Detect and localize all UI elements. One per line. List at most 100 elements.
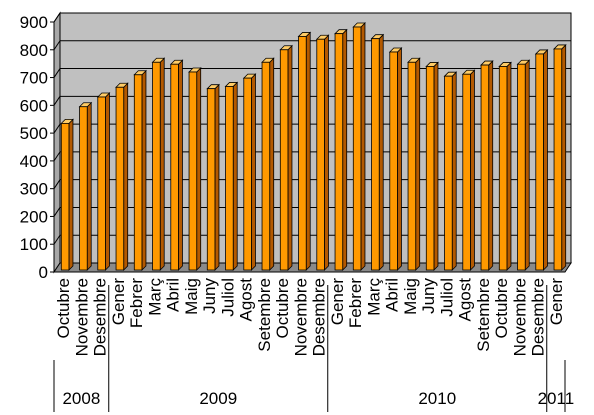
gridline-side: [53, 234, 61, 245]
bar: [535, 53, 544, 271]
bar-side: [86, 101, 92, 271]
bar-side: [324, 34, 329, 271]
bar: [243, 77, 252, 271]
y-tick-label: 800: [20, 41, 48, 60]
bar-side: [342, 28, 348, 271]
bar: [480, 64, 490, 271]
y-tick-label: 0: [39, 263, 48, 282]
bar-side: [105, 92, 110, 271]
x-tick-label: Novembre: [510, 278, 529, 356]
bar-side: [269, 57, 275, 271]
bar-side: [68, 118, 74, 271]
bar-side: [415, 57, 421, 271]
year-label: 2008: [62, 389, 100, 408]
gridline-side: [53, 12, 61, 23]
bar: [206, 88, 216, 271]
x-tick-label: Octubre: [492, 278, 511, 338]
bar-side: [196, 67, 202, 271]
x-tick-label: Novembre: [291, 278, 310, 356]
bar: [316, 38, 325, 271]
x-tick-label: Juny: [200, 278, 219, 314]
bar: [79, 106, 88, 271]
bar: [115, 86, 125, 271]
bar: [444, 75, 453, 271]
bar-side: [524, 59, 530, 271]
y-tick-label: 900: [20, 13, 48, 32]
bar-side: [506, 61, 512, 271]
bar-side: [123, 82, 129, 271]
x-tick-label: Maig: [401, 278, 420, 315]
bar-side: [378, 33, 384, 271]
year-label: 2010: [418, 389, 456, 408]
bar: [225, 86, 234, 271]
bar: [133, 74, 143, 271]
x-tick-label: Gener: [109, 278, 128, 326]
x-tick-label: Agost: [456, 278, 475, 322]
x-tick-label: Abril: [383, 278, 402, 312]
x-tick-label: Febrer: [346, 278, 365, 328]
bar: [152, 61, 161, 271]
y-tick-label: 200: [20, 207, 48, 226]
bar-side: [232, 81, 238, 271]
x-tick-label: Març: [364, 278, 383, 316]
gridline-side: [53, 96, 61, 106]
gridline-side: [53, 40, 61, 51]
bar: [371, 38, 380, 271]
x-tick-label: Desembre: [529, 278, 548, 356]
bar: [188, 71, 198, 271]
bar: [298, 36, 307, 271]
y-tick-label: 600: [20, 96, 48, 115]
x-tick-label: Novembre: [72, 278, 91, 356]
bar-side: [360, 22, 366, 271]
x-tick-label: Desembre: [91, 278, 110, 356]
x-tick-label: Octubre: [54, 278, 73, 338]
bar-side: [397, 47, 402, 271]
bar-side: [251, 73, 256, 271]
bar: [279, 49, 289, 271]
y-tick-label: 500: [20, 124, 48, 143]
x-tick-label: Març: [145, 278, 164, 316]
x-tick-label: Maig: [182, 278, 201, 315]
bar: [352, 26, 362, 271]
gridline-side: [53, 68, 61, 78]
gridline-side: [53, 123, 61, 134]
x-tick-label: Desembre: [310, 278, 329, 356]
gridline-side: [53, 179, 61, 189]
y-tick-label: 700: [20, 69, 48, 88]
y-tick-label: 100: [20, 235, 48, 254]
x-tick-label: Agost: [237, 278, 256, 322]
bar-side: [178, 59, 183, 271]
bar: [97, 96, 106, 271]
x-tick-label: Setembre: [474, 278, 493, 352]
bar: [498, 66, 508, 271]
bar-side: [543, 48, 548, 271]
bar-side: [561, 43, 567, 271]
bar: [407, 61, 417, 271]
year-label: 2011: [538, 389, 575, 408]
x-tick-label: Juliol: [218, 278, 237, 317]
year-label: 2009: [199, 389, 237, 408]
bar-side: [470, 69, 475, 271]
x-tick-label: Octubre: [273, 278, 292, 338]
y-tick-label: 400: [20, 152, 48, 171]
bar: [462, 73, 471, 271]
y-tick-label: 300: [20, 180, 48, 199]
x-tick-label: Gener: [328, 278, 347, 326]
bar-side: [141, 69, 147, 271]
bar: [553, 48, 563, 271]
bar: [425, 66, 435, 271]
x-tick-label: Febrer: [127, 278, 146, 328]
x-tick-label: Setembre: [255, 278, 274, 352]
bar: [170, 63, 179, 271]
bar: [334, 33, 344, 271]
bar-side: [287, 44, 293, 271]
bar-side: [214, 83, 220, 271]
x-tick-label: Abril: [164, 278, 183, 312]
bar-side: [451, 71, 457, 271]
bar: [60, 122, 70, 271]
bar-side: [488, 60, 494, 271]
plot-floor: [53, 262, 572, 273]
bar: [261, 61, 271, 271]
bar: [517, 63, 526, 271]
